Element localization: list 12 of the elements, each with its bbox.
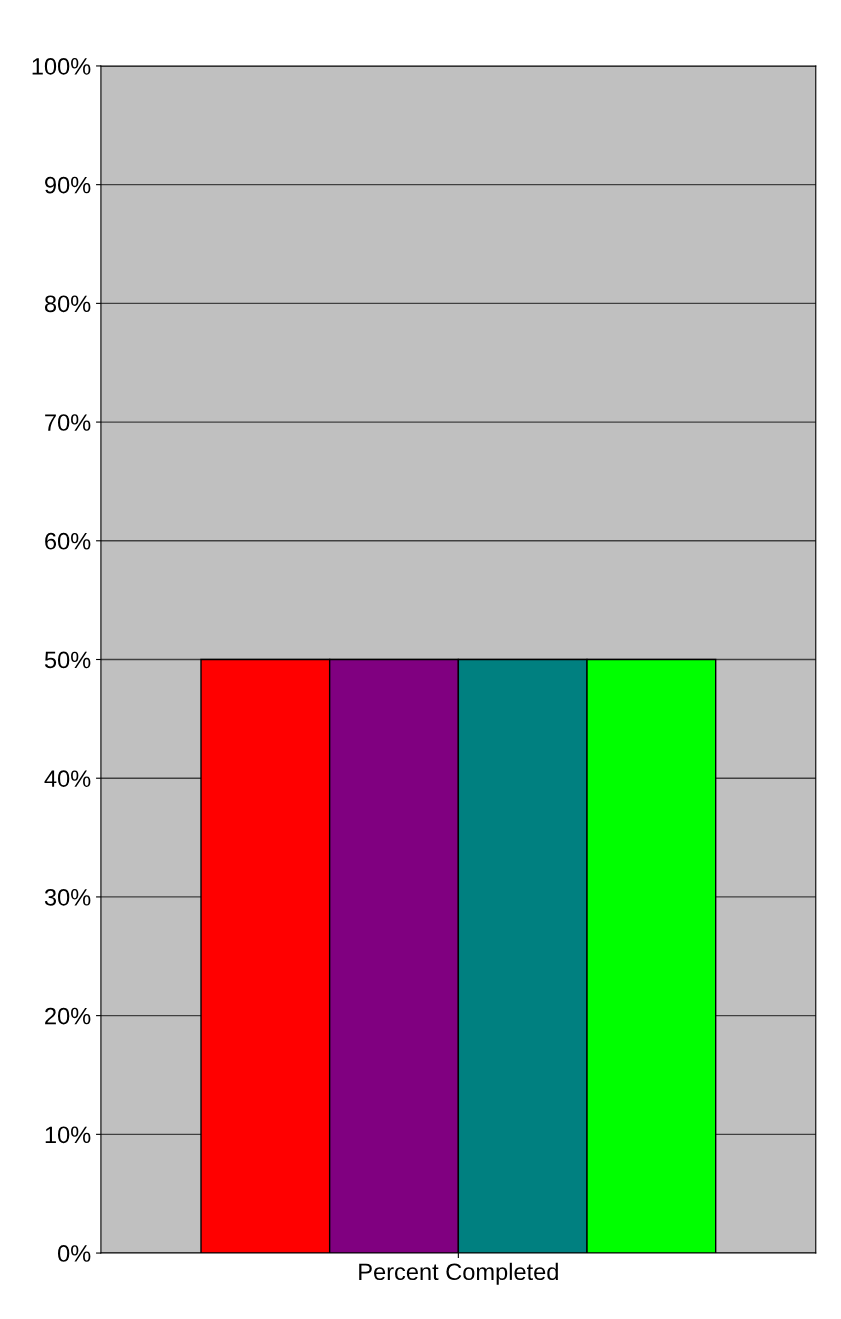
y-tick-label: 50%	[44, 651, 91, 669]
y-tick-label: 70%	[45, 414, 91, 431]
y-tick-label: 100%	[32, 58, 91, 75]
y-tick-label: 60%	[45, 532, 91, 550]
x-tick-label: Percent Completed	[359, 1262, 558, 1285]
y-tick-label: 90%	[45, 176, 91, 194]
y-tick-label: 10%	[45, 1126, 91, 1144]
y-tick-label: 80%	[44, 295, 91, 313]
y-tick-label: 20%	[45, 1007, 91, 1025]
y-tick-label: 0%	[57, 1245, 91, 1262]
y-tick-label: 30%	[44, 888, 91, 906]
y-tick-label: 40%	[44, 770, 91, 787]
